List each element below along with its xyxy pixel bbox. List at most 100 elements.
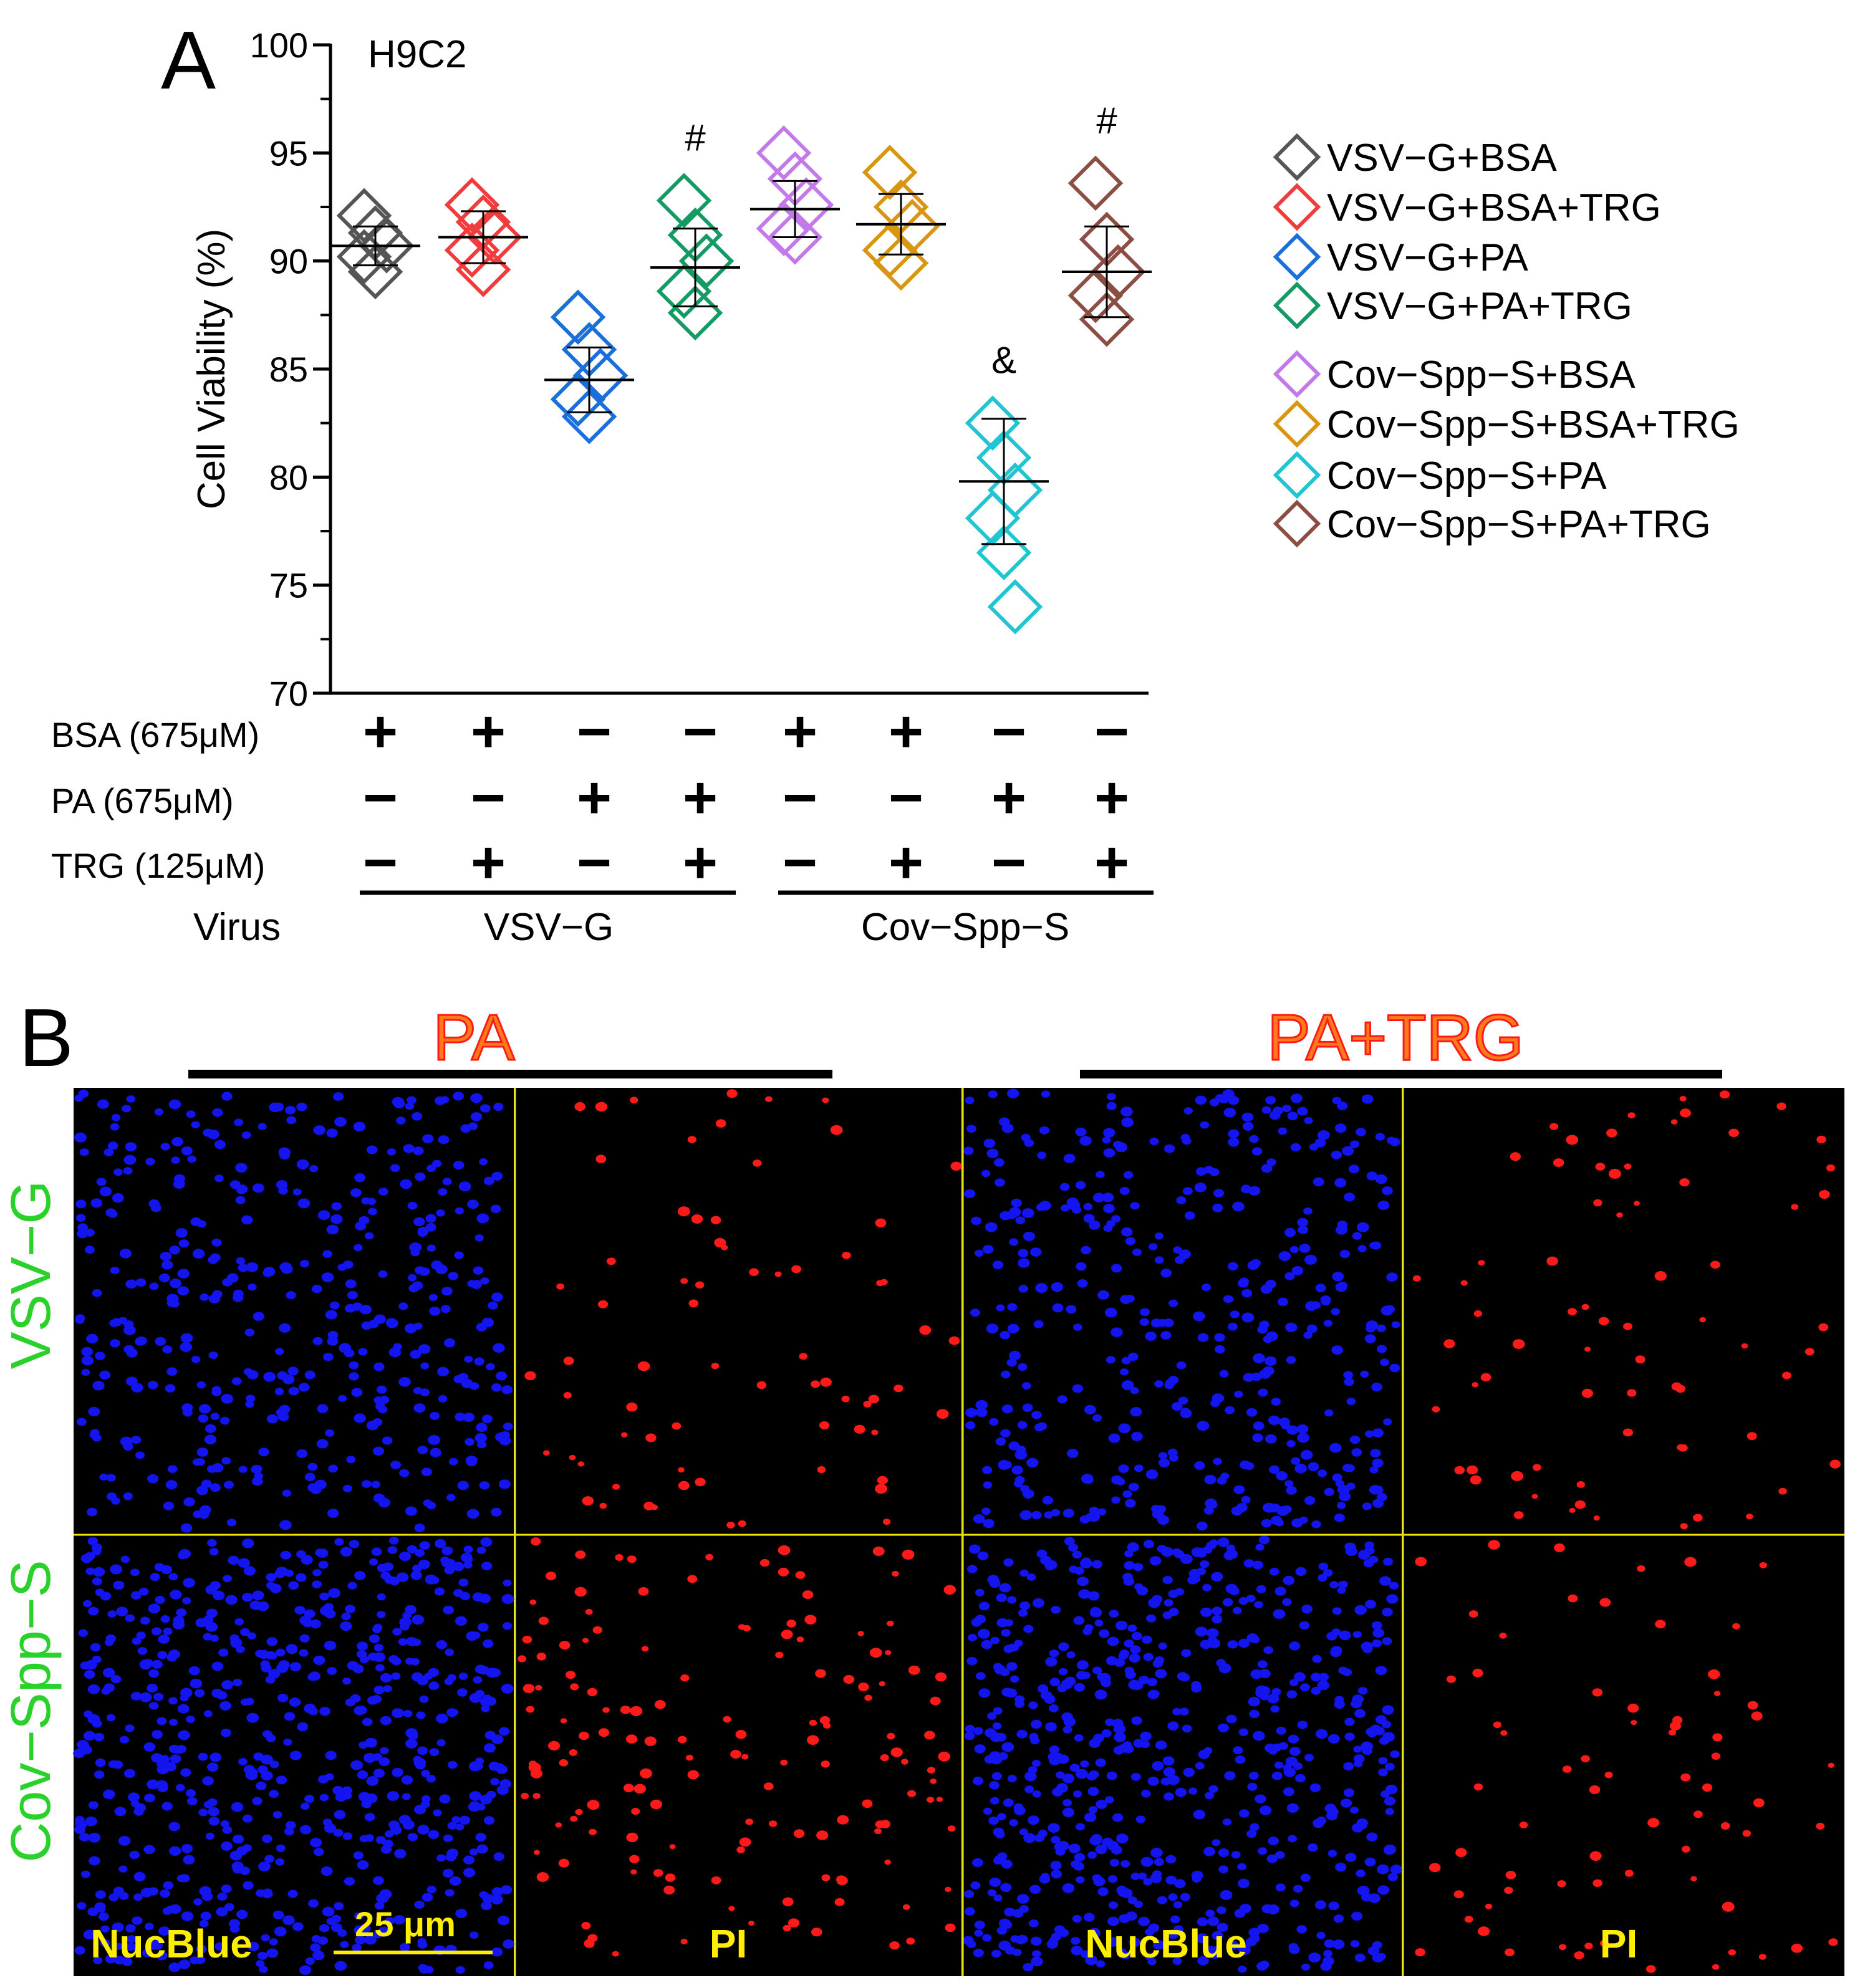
cell-nucleus — [1176, 1361, 1187, 1370]
cell-nucleus — [822, 1097, 829, 1103]
cell-nucleus — [350, 1760, 363, 1770]
cell-nucleus — [95, 1890, 106, 1899]
cell-nucleus — [1066, 1449, 1079, 1458]
cell-nucleus — [1008, 1441, 1020, 1451]
cell-nucleus — [458, 1578, 469, 1587]
cell-nucleus — [1165, 1875, 1177, 1885]
cell-nucleus — [906, 1938, 915, 1945]
cell-nucleus — [1140, 1308, 1150, 1317]
cell-nucleus — [1177, 1672, 1188, 1681]
cell-nucleus — [1076, 1823, 1085, 1831]
cell-nucleus — [1068, 1544, 1079, 1552]
cell-nucleus — [236, 1909, 248, 1919]
cell-nucleus — [118, 1891, 129, 1900]
cell-nucleus — [266, 1734, 276, 1742]
cell-nucleus — [1326, 1811, 1337, 1821]
cell-nucleus — [1253, 1421, 1265, 1431]
cell-nucleus — [1083, 1214, 1095, 1223]
cell-nucleus — [973, 1727, 983, 1735]
cell-nucleus — [1051, 1606, 1061, 1614]
cell-nucleus — [229, 1634, 239, 1643]
cell-nucleus — [1655, 1620, 1666, 1629]
data-point — [455, 242, 511, 297]
cell-nucleus — [1248, 1928, 1260, 1937]
cell-nucleus — [1348, 1164, 1360, 1174]
cell-nucleus — [436, 1739, 446, 1747]
cell-nucleus — [154, 1108, 163, 1116]
cell-nucleus — [166, 1653, 177, 1662]
cell-nucleus — [125, 1279, 137, 1289]
y-tick-label: 75 — [269, 566, 308, 605]
cell-nucleus — [882, 1519, 891, 1525]
cell-nucleus — [989, 1877, 1001, 1887]
cell-nucleus — [1082, 1475, 1094, 1484]
cell-nucleus — [1031, 1411, 1042, 1419]
cell-nucleus — [1604, 1772, 1613, 1779]
cell-nucleus — [431, 1260, 443, 1270]
cell-nucleus — [177, 1704, 190, 1714]
cell-nucleus — [208, 1807, 219, 1817]
cell-nucleus — [654, 1700, 666, 1709]
cell-nucleus — [99, 1370, 111, 1380]
cell-nucleus — [342, 1832, 353, 1840]
cell-nucleus — [795, 1571, 806, 1579]
cell-nucleus — [355, 1936, 366, 1945]
cell-nucleus — [278, 1660, 290, 1669]
cell-nucleus — [1242, 1121, 1254, 1131]
cell-nucleus — [261, 1890, 273, 1899]
cell-nucleus — [1197, 1956, 1209, 1966]
cell-nucleus — [1084, 1913, 1095, 1922]
cell-nucleus — [1339, 1249, 1351, 1259]
cell-nucleus — [1228, 1129, 1240, 1138]
cell-nucleus — [1720, 1822, 1730, 1830]
cell-nucleus — [1061, 1204, 1070, 1212]
cell-nucleus — [422, 1134, 434, 1143]
cell-nucleus — [1532, 1464, 1541, 1471]
cell-nucleus — [361, 1197, 370, 1205]
cell-nucleus — [1089, 1739, 1101, 1748]
cell-nucleus — [1074, 1683, 1085, 1692]
cell-nucleus — [1713, 1691, 1721, 1696]
cell-nucleus — [442, 1868, 454, 1878]
cell-nucleus — [1257, 1660, 1268, 1669]
cell-nucleus — [1135, 1815, 1146, 1823]
cell-nucleus — [234, 1618, 244, 1626]
cell-nucleus — [1032, 1598, 1044, 1608]
cell-nucleus — [319, 1592, 329, 1601]
cell-nucleus — [1318, 1130, 1330, 1140]
cell-nucleus — [157, 1651, 168, 1659]
cell-nucleus — [112, 1760, 123, 1769]
cell-nucleus — [468, 1802, 481, 1812]
cell-nucleus — [276, 1844, 286, 1852]
cell-nucleus — [324, 1640, 337, 1651]
cell-nucleus — [440, 1096, 450, 1103]
cell-nucleus — [672, 1422, 682, 1430]
cell-nucleus — [1013, 1480, 1023, 1487]
cell-nucleus — [209, 1548, 219, 1556]
cell-nucleus — [1297, 1721, 1308, 1729]
cell-nucleus — [1134, 1464, 1144, 1472]
cell-nucleus — [97, 1099, 109, 1109]
cell-nucleus — [125, 1924, 136, 1933]
cell-nucleus — [1034, 1423, 1044, 1432]
cell-nucleus — [398, 1377, 411, 1387]
cell-nucleus — [1146, 1614, 1157, 1623]
treatment-sign: + — [783, 698, 817, 765]
cell-nucleus — [1318, 1673, 1329, 1681]
cell-nucleus — [1089, 1220, 1101, 1230]
cell-nucleus — [1143, 1540, 1155, 1549]
cell-nucleus — [325, 1750, 337, 1760]
cell-nucleus — [87, 1507, 98, 1517]
cell-nucleus — [1480, 1373, 1491, 1381]
cell-nucleus — [323, 1353, 334, 1361]
cell-nucleus — [902, 1904, 910, 1910]
cell-nucleus — [1112, 1719, 1124, 1728]
cell-nucleus — [378, 1406, 388, 1414]
cell-nucleus — [1473, 1310, 1482, 1317]
cell-nucleus — [1819, 1190, 1830, 1199]
cell-nucleus — [1291, 1457, 1301, 1465]
cell-nucleus — [1007, 1775, 1017, 1782]
cell-nucleus — [1019, 1601, 1031, 1610]
cell-nucleus — [104, 1148, 114, 1156]
